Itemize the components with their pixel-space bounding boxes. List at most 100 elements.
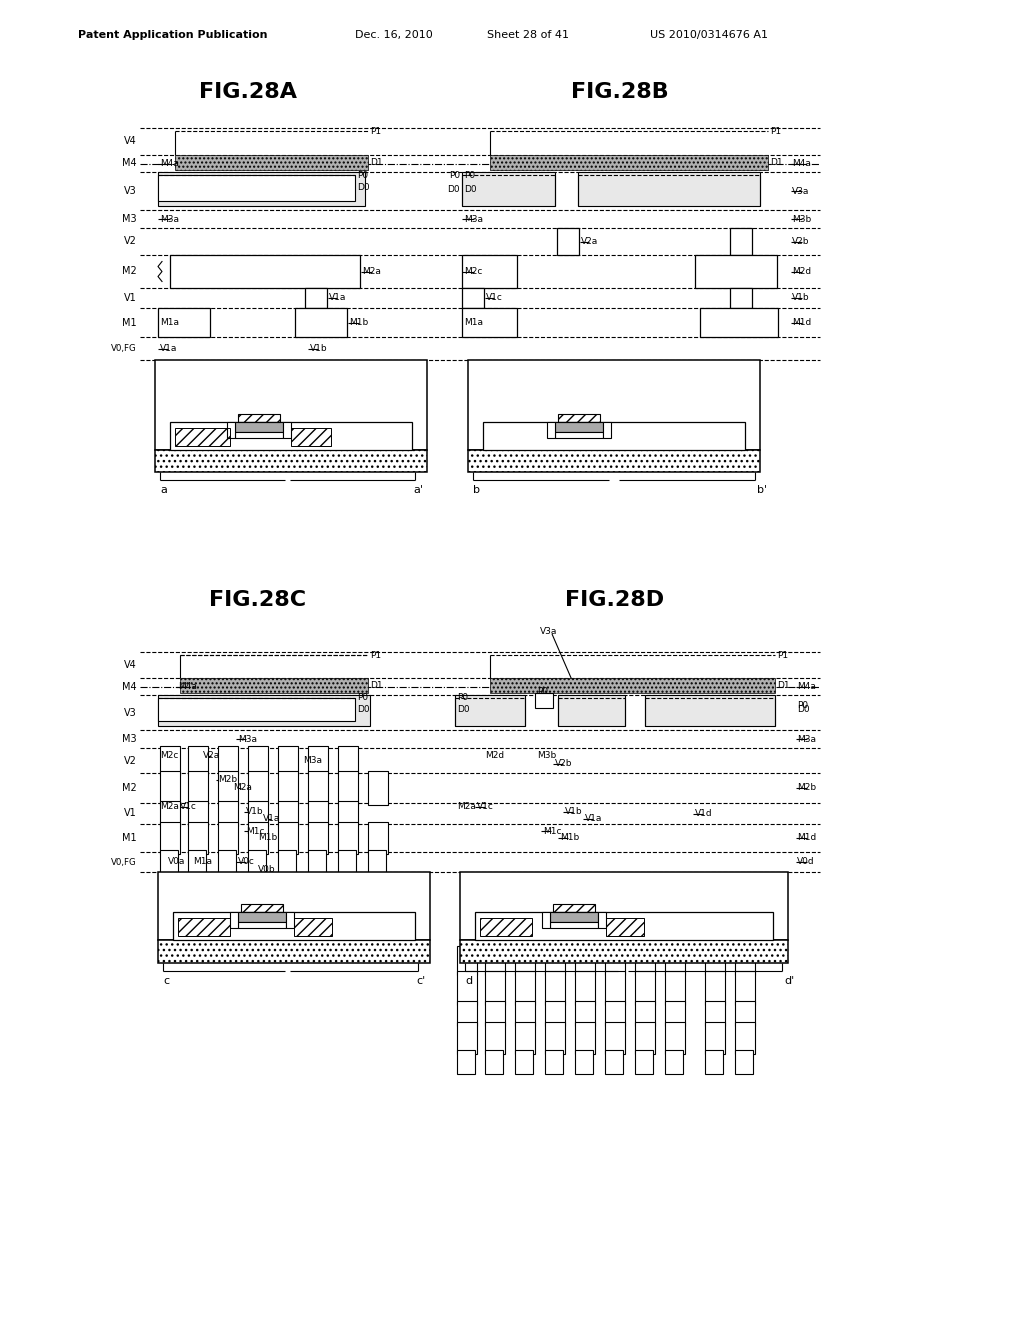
Text: P1: P1 bbox=[370, 651, 381, 660]
Bar bbox=[155, 450, 427, 473]
Bar bbox=[160, 822, 180, 854]
Text: M2d: M2d bbox=[485, 751, 504, 760]
Text: V1b: V1b bbox=[246, 807, 263, 816]
Bar bbox=[635, 972, 655, 1005]
Bar bbox=[158, 696, 370, 726]
Bar bbox=[695, 255, 777, 288]
Bar bbox=[308, 801, 328, 826]
Bar bbox=[158, 940, 430, 964]
Text: FIG.28A: FIG.28A bbox=[199, 82, 297, 102]
Text: V2: V2 bbox=[124, 755, 137, 766]
Bar bbox=[735, 1049, 753, 1074]
Text: D0: D0 bbox=[447, 185, 460, 194]
Bar bbox=[457, 1001, 477, 1026]
Text: M4a: M4a bbox=[178, 682, 197, 690]
Text: V1b: V1b bbox=[565, 807, 583, 816]
Bar bbox=[557, 228, 579, 255]
Text: V2b: V2b bbox=[792, 238, 810, 246]
Bar bbox=[248, 746, 268, 775]
Bar bbox=[547, 422, 555, 438]
Text: M1d: M1d bbox=[792, 318, 811, 327]
Bar bbox=[308, 746, 328, 775]
Bar bbox=[490, 154, 768, 170]
Text: D1: D1 bbox=[777, 681, 790, 690]
Text: P1: P1 bbox=[777, 651, 788, 660]
Text: P0: P0 bbox=[464, 170, 475, 180]
Bar bbox=[283, 422, 291, 438]
Bar bbox=[338, 850, 356, 874]
Bar bbox=[294, 917, 332, 936]
Bar bbox=[485, 1001, 505, 1026]
Text: V1c: V1c bbox=[486, 293, 503, 302]
Bar bbox=[248, 801, 268, 826]
Bar bbox=[218, 746, 238, 775]
Bar bbox=[278, 771, 298, 805]
Bar bbox=[550, 921, 598, 928]
Bar bbox=[605, 972, 625, 1005]
Text: d: d bbox=[465, 975, 472, 986]
Text: M1: M1 bbox=[123, 318, 137, 327]
Text: M1c: M1c bbox=[543, 826, 561, 836]
Text: Sheet 28 of 41: Sheet 28 of 41 bbox=[487, 30, 569, 40]
Text: D0: D0 bbox=[457, 705, 470, 714]
Bar bbox=[295, 308, 347, 337]
Text: V3: V3 bbox=[124, 186, 137, 195]
Text: V1: V1 bbox=[124, 293, 137, 304]
Bar bbox=[238, 921, 286, 928]
Text: M1a: M1a bbox=[193, 858, 212, 866]
Text: M1a: M1a bbox=[464, 318, 483, 327]
Bar bbox=[575, 972, 595, 1005]
Bar bbox=[606, 917, 644, 936]
Bar bbox=[483, 422, 745, 450]
Bar bbox=[542, 912, 550, 928]
Bar bbox=[605, 1001, 625, 1026]
Text: Dec. 16, 2010: Dec. 16, 2010 bbox=[355, 30, 433, 40]
Bar bbox=[468, 450, 760, 473]
Text: P0: P0 bbox=[797, 701, 808, 710]
Bar bbox=[480, 917, 532, 936]
Bar bbox=[705, 946, 725, 975]
Text: V1c: V1c bbox=[477, 803, 494, 810]
Bar bbox=[545, 1049, 563, 1074]
Text: V3a: V3a bbox=[792, 186, 809, 195]
Bar bbox=[158, 172, 365, 206]
Text: M2a: M2a bbox=[457, 803, 476, 810]
Text: V0a: V0a bbox=[168, 858, 185, 866]
Bar bbox=[462, 308, 517, 337]
Bar bbox=[735, 972, 755, 1005]
Bar bbox=[158, 176, 355, 201]
Text: M2: M2 bbox=[122, 783, 137, 793]
Bar bbox=[553, 904, 595, 912]
Text: M1b: M1b bbox=[349, 318, 369, 327]
Bar bbox=[555, 422, 603, 432]
Bar bbox=[705, 972, 725, 1005]
Text: P0: P0 bbox=[537, 688, 548, 697]
Bar bbox=[238, 414, 280, 422]
Text: M4a: M4a bbox=[792, 158, 811, 168]
Text: D0: D0 bbox=[357, 705, 370, 714]
Bar bbox=[665, 1049, 683, 1074]
Bar bbox=[535, 693, 553, 708]
Bar bbox=[173, 912, 415, 940]
Text: M2b: M2b bbox=[218, 776, 238, 784]
Bar bbox=[578, 172, 760, 206]
Bar bbox=[278, 801, 298, 826]
Bar bbox=[485, 1022, 505, 1053]
Bar bbox=[558, 414, 600, 422]
Bar bbox=[575, 1049, 593, 1074]
Text: M3a: M3a bbox=[303, 756, 322, 766]
Bar bbox=[248, 850, 266, 874]
Text: d': d' bbox=[784, 975, 795, 986]
Bar bbox=[188, 771, 208, 805]
Bar bbox=[558, 696, 625, 726]
Text: Patent Application Publication: Patent Application Publication bbox=[78, 30, 267, 40]
Text: P0: P0 bbox=[357, 693, 368, 702]
Text: V1a: V1a bbox=[160, 345, 177, 352]
Bar bbox=[158, 698, 355, 721]
Bar bbox=[457, 972, 477, 1005]
Bar bbox=[457, 1022, 477, 1053]
Text: P1: P1 bbox=[370, 127, 381, 136]
Text: D1: D1 bbox=[770, 158, 782, 168]
Bar bbox=[188, 746, 208, 775]
Bar bbox=[238, 912, 286, 921]
